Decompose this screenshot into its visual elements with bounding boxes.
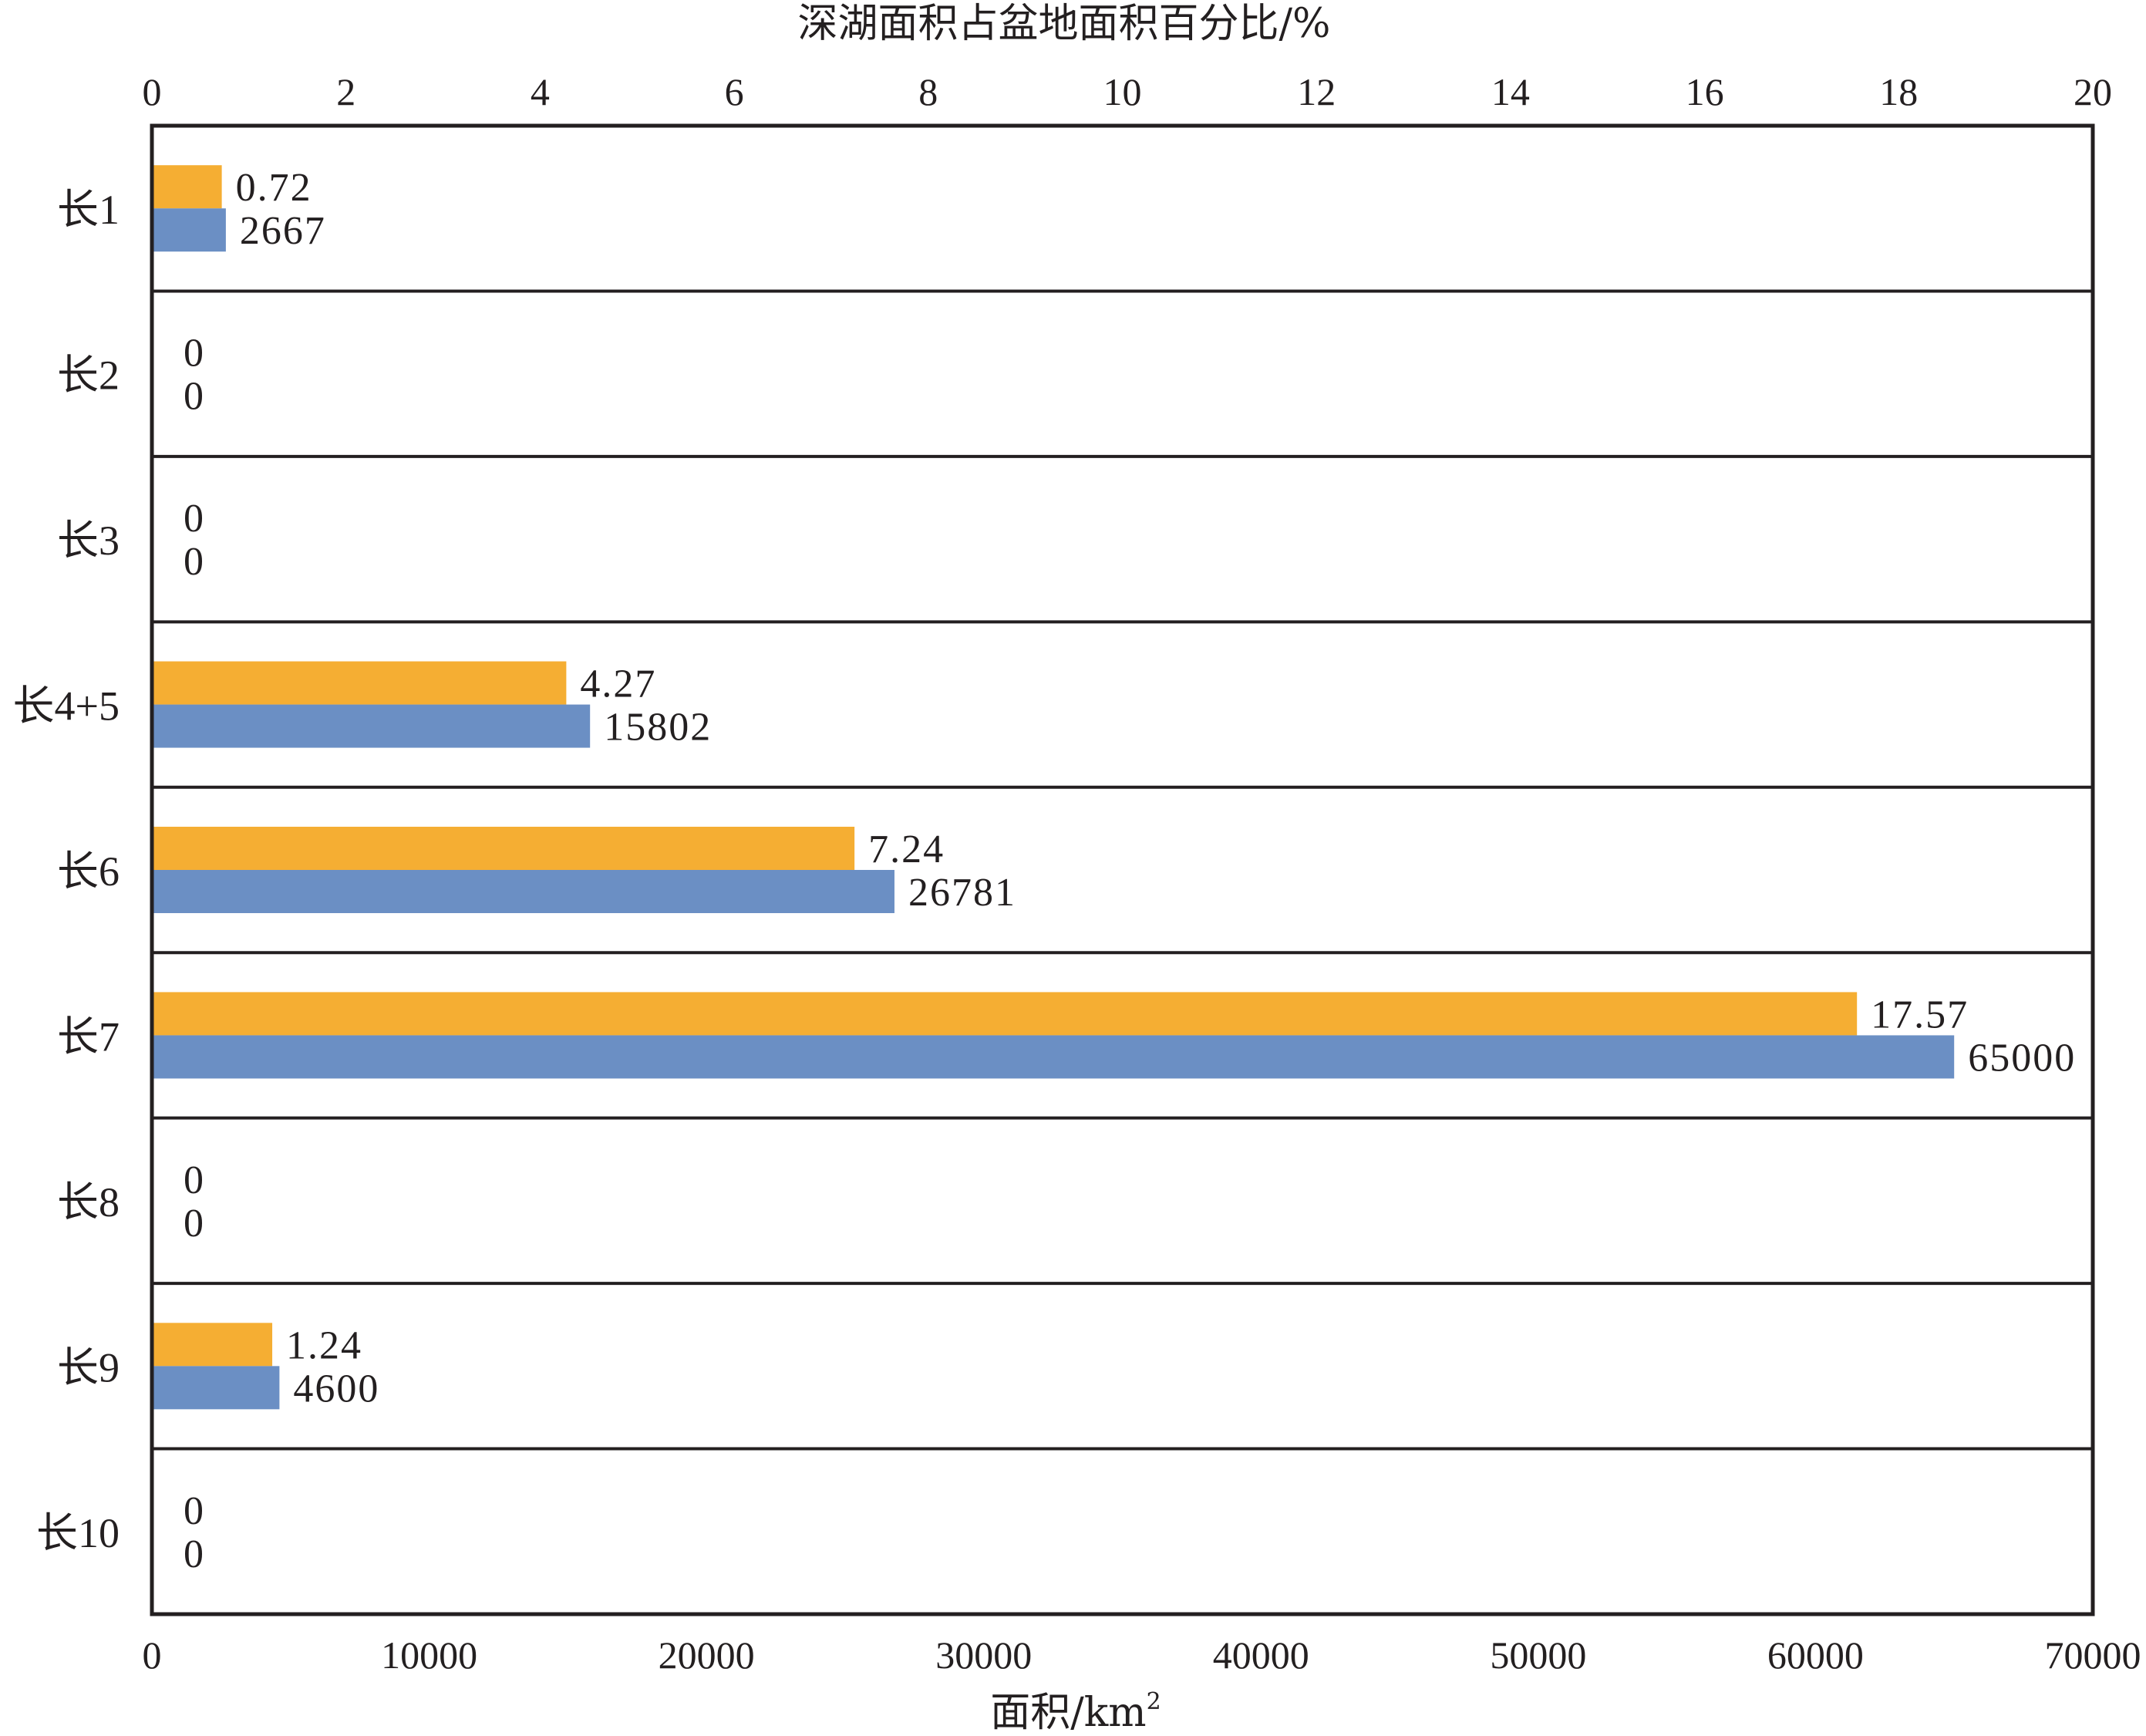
data-label-percent: 17.57 (1871, 993, 1969, 1037)
category-label: 长7 (57, 1013, 120, 1060)
category-label: 长2 (57, 352, 120, 399)
category-label: 长6 (57, 848, 120, 895)
bottom-tick-label: 20000 (659, 1633, 755, 1677)
bottom-tick-label: 50000 (1490, 1633, 1586, 1677)
category-label: 长9 (57, 1344, 120, 1390)
top-axis-ticks: 0 2 4 6 8 10 12 14 16 18 20 (143, 70, 2113, 113)
top-tick-label: 6 (725, 70, 744, 113)
data-label-percent: 0 (184, 497, 205, 541)
bars (152, 165, 1955, 1410)
data-label-area: 26781 (908, 871, 1016, 915)
top-tick-label: 2 (336, 70, 355, 113)
top-tick-label: 4 (531, 70, 550, 113)
bar-area (152, 870, 894, 913)
category-labels: 长1 长2 长3 长4+5 长6 长7 长8 长9 长10 (13, 187, 120, 1556)
data-label-area: 4600 (293, 1367, 379, 1411)
bottom-tick-label: 70000 (2045, 1633, 2141, 1677)
bottom-axis-ticks: 0 10000 20000 30000 40000 50000 60000 70000 (143, 1633, 2141, 1677)
data-label-percent: 0 (184, 1489, 205, 1533)
data-label-percent: 0 (184, 1158, 205, 1202)
bar-area (152, 1366, 280, 1410)
top-tick-label: 8 (918, 70, 938, 113)
top-tick-label: 0 (143, 70, 162, 113)
bar-percent (152, 827, 855, 870)
data-labels: 0.72266700004.27158027.242678117.5765000… (184, 166, 2076, 1576)
data-label-area: 0 (184, 1532, 205, 1576)
bar-area (152, 208, 226, 252)
bottom-tick-label: 30000 (935, 1633, 1032, 1677)
bottom-axis-title: 面积/km2 (990, 1688, 1161, 1736)
top-axis-title: 深湖面积占盆地面积百分比/% (798, 1, 1331, 47)
bar-percent (152, 661, 567, 705)
bottom-tick-label: 60000 (1767, 1633, 1864, 1677)
data-label-area: 2667 (240, 209, 326, 253)
separators (152, 289, 2093, 1451)
bar-percent (152, 165, 222, 209)
data-label-percent: 0 (184, 332, 205, 376)
bottom-tick-label: 0 (143, 1633, 162, 1677)
category-label: 长8 (57, 1179, 120, 1225)
data-label-area: 0 (184, 1202, 205, 1246)
data-label-percent: 1.24 (286, 1323, 362, 1367)
data-label-area: 65000 (1968, 1036, 2076, 1080)
plot-frame (150, 123, 2095, 1616)
top-tick-label: 16 (1686, 70, 1724, 113)
category-label: 长1 (57, 187, 120, 233)
bottom-axis-title-sup: 2 (1147, 1688, 1161, 1715)
data-label-percent: 0.72 (236, 166, 312, 210)
category-label: 长10 (36, 1510, 120, 1556)
category-label: 长4+5 (13, 683, 120, 730)
top-tick-label: 18 (1879, 70, 1918, 113)
top-tick-label: 10 (1103, 70, 1142, 113)
category-label: 长3 (57, 517, 120, 564)
bottom-tick-label: 40000 (1213, 1633, 1309, 1677)
data-label-percent: 4.27 (580, 662, 656, 706)
bar-percent (152, 1323, 273, 1367)
data-label-area: 15802 (604, 706, 712, 750)
data-label-area: 0 (184, 540, 205, 584)
bar-area (152, 1035, 1955, 1079)
bar-area (152, 704, 591, 748)
bottom-tick-label: 10000 (381, 1633, 477, 1677)
bottom-axis-title-main: 面积/km (990, 1690, 1146, 1736)
data-label-area: 0 (184, 375, 205, 419)
top-tick-label: 20 (2074, 70, 2112, 113)
top-tick-label: 14 (1491, 70, 1530, 113)
bar-percent (152, 992, 1858, 1036)
top-tick-label: 12 (1297, 70, 1336, 113)
data-label-percent: 7.24 (868, 828, 945, 871)
